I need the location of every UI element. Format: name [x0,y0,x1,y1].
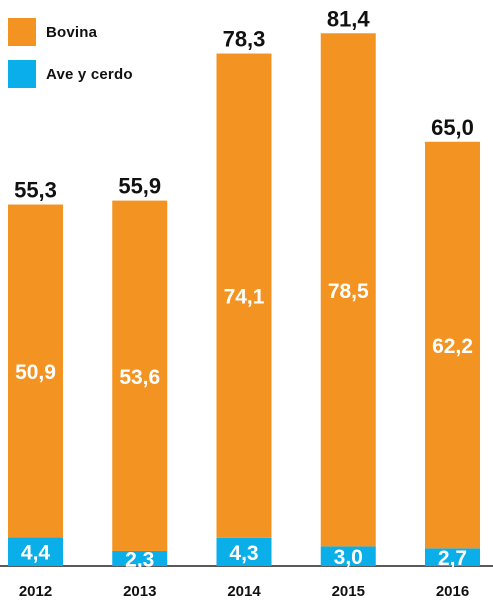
x-tick-label-2013: 2013 [123,583,156,600]
data-label-bovina-2016: 62,2 [432,335,473,358]
x-tick-label-2015: 2015 [332,583,365,600]
bar-bovina-2015 [320,33,376,547]
x-tick-label-2012: 2012 [19,583,52,600]
data-label-bovina-2012: 50,9 [15,361,56,384]
total-label-2015: 81,4 [327,6,371,31]
legend-label-bovina: Bovina [46,23,98,41]
bar-ave-y-cerdo-2016 [425,548,480,566]
data-label-bovina-2014: 74,1 [224,286,265,309]
x-tick-label-2014: 2014 [227,583,261,600]
legend-label-ave-y-cerdo: Ave y cerdo [46,65,133,83]
total-label-2014: 78,3 [223,27,266,52]
legend-item-bovina: Bovina [8,18,97,46]
data-label-ave-y-cerdo-2013: 2,3 [125,548,154,571]
total-label-2016: 65,0 [431,115,474,140]
legend-item-ave-y-cerdo: Ave y cerdo [8,60,133,88]
bar-bovina-2014 [216,53,272,538]
bar-bovina-2016 [425,141,480,549]
bar-ave-y-cerdo-2013 [112,550,168,566]
bar-bovina-2012 [8,204,63,538]
data-label-bovina-2013: 53,6 [119,366,160,389]
data-label-ave-y-cerdo-2014: 4,3 [229,542,258,565]
data-label-ave-y-cerdo-2016: 2,7 [438,547,467,570]
bar-ave-y-cerdo-2014 [216,537,272,566]
bar-ave-y-cerdo-2015 [320,546,376,566]
data-label-ave-y-cerdo-2012: 4,4 [21,542,51,565]
total-label-2013: 55,9 [118,174,161,199]
total-label-2012: 55,3 [14,178,57,203]
bar-ave-y-cerdo-2012 [8,537,63,566]
legend-swatch-ave-y-cerdo [8,60,36,88]
data-label-ave-y-cerdo-2015: 3,0 [334,546,363,569]
legend-swatch-bovina [8,18,36,46]
data-label-bovina-2015: 78,5 [328,280,369,303]
bar-bovina-2013 [112,200,168,551]
x-tick-label-2016: 2016 [436,583,469,600]
